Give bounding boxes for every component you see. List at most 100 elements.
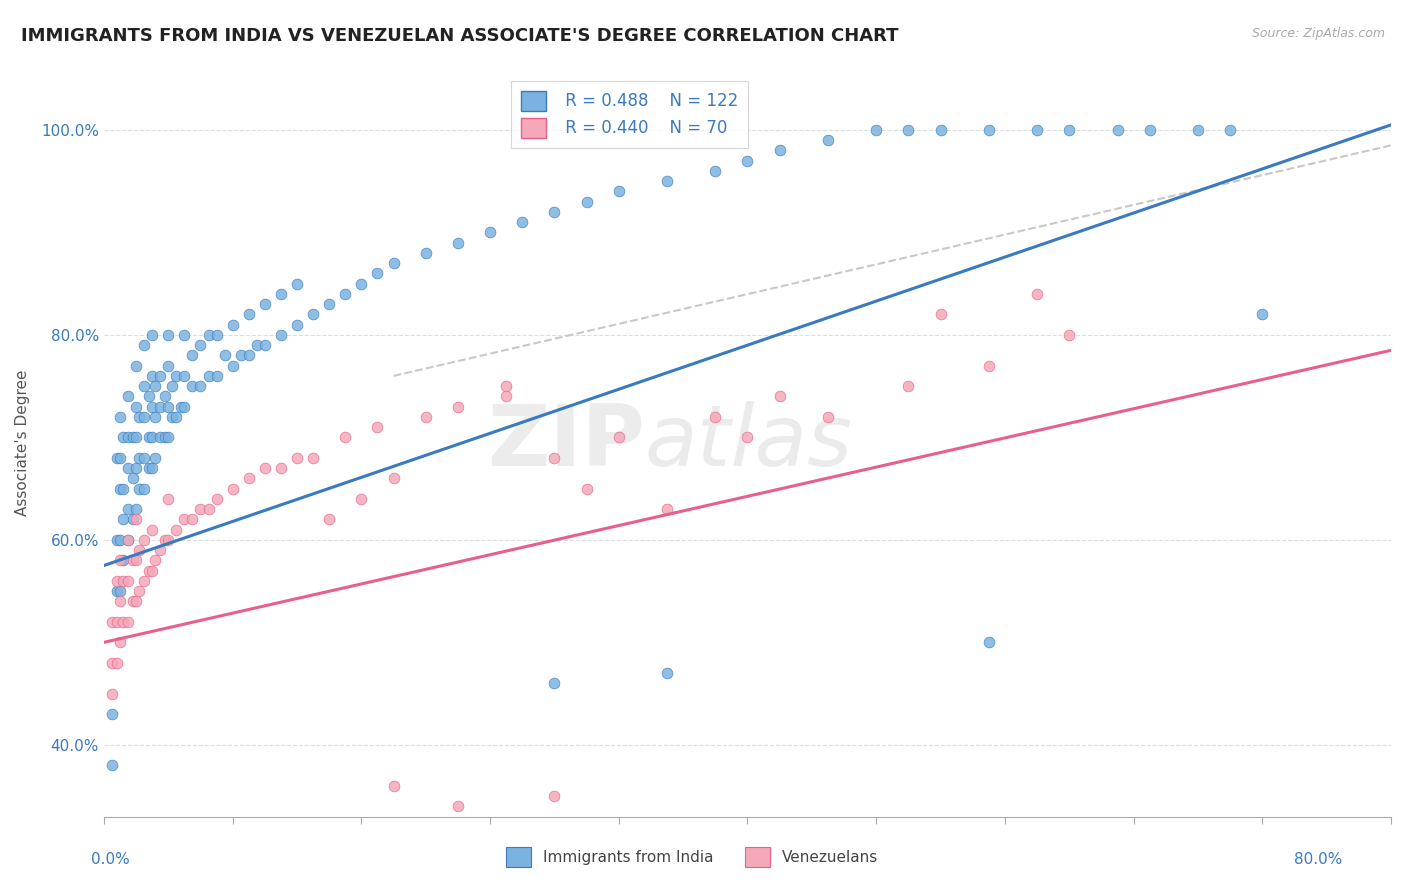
Point <box>897 379 920 393</box>
Text: Venezuelans: Venezuelans <box>782 850 877 864</box>
Y-axis label: Associate's Degree: Associate's Degree <box>15 369 30 516</box>
Point <box>214 348 236 362</box>
Point <box>141 523 163 537</box>
Text: 0.0%: 0.0% <box>91 852 131 867</box>
Point <box>125 512 148 526</box>
Point <box>929 308 952 322</box>
Point <box>105 656 128 670</box>
Point <box>607 185 630 199</box>
Point <box>655 502 678 516</box>
Point <box>101 687 124 701</box>
Point <box>190 379 212 393</box>
Point <box>125 553 148 567</box>
Point <box>977 359 1000 373</box>
Point <box>173 327 195 342</box>
Point <box>447 235 470 250</box>
Point <box>543 205 565 219</box>
Point <box>575 482 598 496</box>
Point <box>125 502 148 516</box>
Point <box>205 368 228 383</box>
Point <box>153 533 176 547</box>
Point <box>1219 123 1241 137</box>
Point <box>229 348 252 362</box>
Point <box>157 327 180 342</box>
Point <box>350 277 373 291</box>
Text: atlas: atlas <box>644 401 852 484</box>
Point <box>270 461 292 475</box>
Point <box>160 379 183 393</box>
Point <box>382 471 405 485</box>
Point <box>543 450 565 465</box>
Point <box>101 656 124 670</box>
Point <box>302 450 325 465</box>
Point <box>153 389 176 403</box>
Point <box>125 430 148 444</box>
Point <box>737 153 759 168</box>
Point <box>165 409 187 424</box>
Point <box>205 327 228 342</box>
Point <box>157 400 180 414</box>
Point <box>1057 123 1080 137</box>
Point <box>897 123 920 137</box>
Legend:  R = 0.488    N = 122,  R = 0.440    N = 70: R = 0.488 N = 122, R = 0.440 N = 70 <box>512 80 748 148</box>
Point <box>543 676 565 690</box>
Point <box>108 553 131 567</box>
Point <box>1057 327 1080 342</box>
Point <box>1251 308 1274 322</box>
Text: ZIP: ZIP <box>486 401 644 484</box>
Point <box>101 758 124 772</box>
Point <box>197 327 219 342</box>
Point <box>238 308 260 322</box>
Point <box>270 287 292 301</box>
Point <box>122 512 145 526</box>
Point <box>105 450 128 465</box>
Point <box>112 615 135 629</box>
Point <box>128 450 150 465</box>
Point <box>128 584 150 599</box>
Point <box>221 482 243 496</box>
Point <box>190 338 212 352</box>
Point <box>157 430 180 444</box>
Point <box>238 348 260 362</box>
Point <box>366 420 388 434</box>
Point <box>543 789 565 803</box>
Text: IMMIGRANTS FROM INDIA VS VENEZUELAN ASSOCIATE'S DEGREE CORRELATION CHART: IMMIGRANTS FROM INDIA VS VENEZUELAN ASSO… <box>21 27 898 45</box>
Point <box>145 450 167 465</box>
Point <box>769 144 792 158</box>
Point <box>495 379 517 393</box>
Point <box>117 430 139 444</box>
Point <box>238 471 260 485</box>
Point <box>145 553 167 567</box>
Point <box>149 430 172 444</box>
Point <box>108 533 131 547</box>
Point <box>285 450 308 465</box>
Point <box>181 512 204 526</box>
Point <box>134 379 156 393</box>
Point <box>112 482 135 496</box>
Point <box>655 666 678 681</box>
Point <box>366 267 388 281</box>
Point <box>495 389 517 403</box>
Point <box>157 359 180 373</box>
Point <box>105 584 128 599</box>
Point <box>253 297 276 311</box>
Point <box>173 512 195 526</box>
Point <box>1026 123 1049 137</box>
Point <box>977 123 1000 137</box>
Point <box>704 409 727 424</box>
Point <box>285 318 308 332</box>
Point <box>655 174 678 188</box>
Point <box>977 635 1000 649</box>
Point <box>285 277 308 291</box>
Point <box>117 461 139 475</box>
Point <box>112 553 135 567</box>
Point <box>117 615 139 629</box>
Point <box>138 564 160 578</box>
Point <box>108 635 131 649</box>
Point <box>246 338 269 352</box>
Point <box>141 461 163 475</box>
Point <box>134 533 156 547</box>
Point <box>145 379 167 393</box>
Point <box>221 318 243 332</box>
Point <box>149 368 172 383</box>
